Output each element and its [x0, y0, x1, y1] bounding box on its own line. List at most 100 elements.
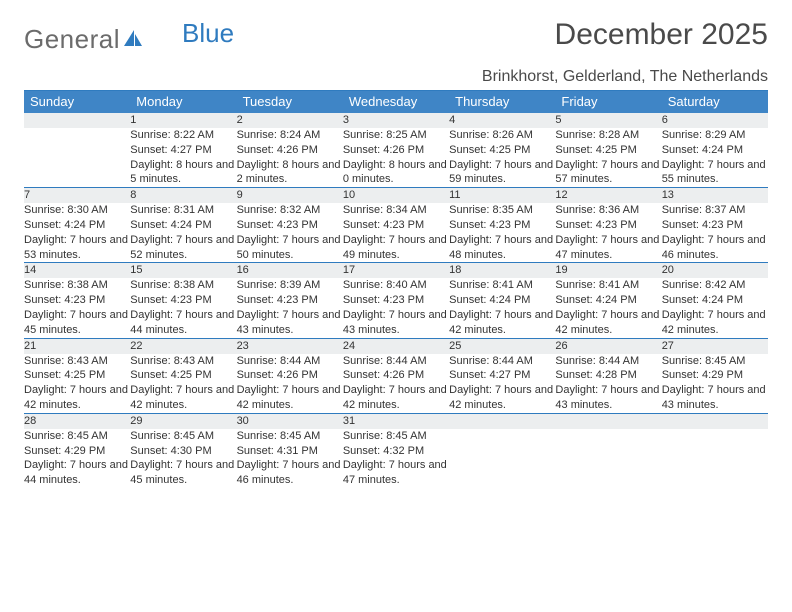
- sunrise-text: Sunrise: 8:44 AM: [237, 354, 343, 369]
- day-cell: Sunrise: 8:43 AMSunset: 4:25 PMDaylight:…: [24, 354, 130, 414]
- day-number: 30: [237, 413, 343, 428]
- sunrise-text: Sunrise: 8:22 AM: [130, 128, 236, 143]
- sunrise-text: Sunrise: 8:42 AM: [662, 278, 768, 293]
- title-block: December 2025 Brinkhorst, Gelderland, Th…: [555, 18, 768, 56]
- day-number: 28: [24, 413, 130, 428]
- day-cell: [449, 429, 555, 488]
- daylight-text: Daylight: 7 hours and 42 minutes.: [237, 383, 343, 413]
- daylight-text: Daylight: 7 hours and 42 minutes.: [555, 308, 661, 338]
- daylight-text: Daylight: 7 hours and 44 minutes.: [130, 308, 236, 338]
- day-number: 13: [662, 188, 768, 203]
- sunrise-text: Sunrise: 8:39 AM: [237, 278, 343, 293]
- day-number: 16: [237, 263, 343, 278]
- sunset-text: Sunset: 4:27 PM: [130, 143, 236, 158]
- weekday-header: Saturday: [662, 90, 768, 113]
- sunset-text: Sunset: 4:24 PM: [555, 293, 661, 308]
- day-cell: [555, 429, 661, 488]
- sunrise-text: Sunrise: 8:32 AM: [237, 203, 343, 218]
- day-cell: Sunrise: 8:40 AMSunset: 4:23 PMDaylight:…: [343, 278, 449, 338]
- day-number: 19: [555, 263, 661, 278]
- day-cell: Sunrise: 8:45 AMSunset: 4:29 PMDaylight:…: [24, 429, 130, 488]
- day-number: 12: [555, 188, 661, 203]
- sunrise-text: Sunrise: 8:29 AM: [662, 128, 768, 143]
- day-cell: Sunrise: 8:38 AMSunset: 4:23 PMDaylight:…: [130, 278, 236, 338]
- sunset-text: Sunset: 4:25 PM: [24, 368, 130, 383]
- day-number: 15: [130, 263, 236, 278]
- sunset-text: Sunset: 4:25 PM: [130, 368, 236, 383]
- sunrise-text: Sunrise: 8:43 AM: [24, 354, 130, 369]
- day-number: 20: [662, 263, 768, 278]
- day-cell: Sunrise: 8:25 AMSunset: 4:26 PMDaylight:…: [343, 128, 449, 188]
- sunset-text: Sunset: 4:30 PM: [130, 444, 236, 459]
- sunrise-text: Sunrise: 8:41 AM: [449, 278, 555, 293]
- sunset-text: Sunset: 4:28 PM: [555, 368, 661, 383]
- daylight-text: Daylight: 7 hours and 42 minutes.: [662, 308, 768, 338]
- daylight-text: Daylight: 7 hours and 43 minutes.: [343, 308, 449, 338]
- weekday-header-row: Sunday Monday Tuesday Wednesday Thursday…: [24, 90, 768, 113]
- logo-text-general: General: [24, 24, 120, 55]
- sunrise-text: Sunrise: 8:44 AM: [343, 354, 449, 369]
- day-number: [449, 413, 555, 428]
- daylight-text: Daylight: 7 hours and 48 minutes.: [449, 233, 555, 263]
- sunrise-text: Sunrise: 8:36 AM: [555, 203, 661, 218]
- daylight-text: Daylight: 7 hours and 43 minutes.: [555, 383, 661, 413]
- day-cell: Sunrise: 8:28 AMSunset: 4:25 PMDaylight:…: [555, 128, 661, 188]
- daylight-text: Daylight: 7 hours and 59 minutes.: [449, 158, 555, 188]
- sunset-text: Sunset: 4:24 PM: [662, 143, 768, 158]
- sunrise-text: Sunrise: 8:38 AM: [24, 278, 130, 293]
- day-cell: Sunrise: 8:44 AMSunset: 4:26 PMDaylight:…: [237, 354, 343, 414]
- sunrise-text: Sunrise: 8:24 AM: [237, 128, 343, 143]
- sunset-text: Sunset: 4:25 PM: [555, 143, 661, 158]
- day-number: 10: [343, 188, 449, 203]
- sunset-text: Sunset: 4:23 PM: [237, 218, 343, 233]
- sunrise-text: Sunrise: 8:45 AM: [662, 354, 768, 369]
- daylight-text: Daylight: 7 hours and 43 minutes.: [237, 308, 343, 338]
- daylight-text: Daylight: 7 hours and 47 minutes.: [343, 458, 449, 488]
- sunset-text: Sunset: 4:27 PM: [449, 368, 555, 383]
- sunset-text: Sunset: 4:26 PM: [343, 143, 449, 158]
- daylight-text: Daylight: 7 hours and 42 minutes.: [24, 383, 130, 413]
- sunrise-text: Sunrise: 8:44 AM: [555, 354, 661, 369]
- day-number: 9: [237, 188, 343, 203]
- day-number: 2: [237, 113, 343, 128]
- day-cell: Sunrise: 8:29 AMSunset: 4:24 PMDaylight:…: [662, 128, 768, 188]
- day-number: 23: [237, 338, 343, 353]
- sunrise-text: Sunrise: 8:25 AM: [343, 128, 449, 143]
- day-number: 29: [130, 413, 236, 428]
- daylight-text: Daylight: 7 hours and 42 minutes.: [449, 383, 555, 413]
- day-number: 17: [343, 263, 449, 278]
- day-number: [24, 113, 130, 128]
- daylight-text: Daylight: 7 hours and 42 minutes.: [343, 383, 449, 413]
- day-number: 26: [555, 338, 661, 353]
- sunset-text: Sunset: 4:24 PM: [449, 293, 555, 308]
- daylight-text: Daylight: 7 hours and 53 minutes.: [24, 233, 130, 263]
- day-cell: Sunrise: 8:41 AMSunset: 4:24 PMDaylight:…: [449, 278, 555, 338]
- day-cell: Sunrise: 8:45 AMSunset: 4:32 PMDaylight:…: [343, 429, 449, 488]
- day-number-row: 78910111213: [24, 188, 768, 203]
- sunset-text: Sunset: 4:23 PM: [130, 293, 236, 308]
- day-cell: Sunrise: 8:44 AMSunset: 4:26 PMDaylight:…: [343, 354, 449, 414]
- day-number-row: 14151617181920: [24, 263, 768, 278]
- sunset-text: Sunset: 4:32 PM: [343, 444, 449, 459]
- weekday-header: Wednesday: [343, 90, 449, 113]
- day-number: 21: [24, 338, 130, 353]
- sunset-text: Sunset: 4:25 PM: [449, 143, 555, 158]
- logo: General Blue: [24, 24, 234, 55]
- day-cell: Sunrise: 8:24 AMSunset: 4:26 PMDaylight:…: [237, 128, 343, 188]
- sunset-text: Sunset: 4:23 PM: [555, 218, 661, 233]
- sunset-text: Sunset: 4:23 PM: [449, 218, 555, 233]
- calendar-body: 123456Sunrise: 8:22 AMSunset: 4:27 PMDay…: [24, 113, 768, 488]
- day-cell: Sunrise: 8:22 AMSunset: 4:27 PMDaylight:…: [130, 128, 236, 188]
- day-data-row: Sunrise: 8:38 AMSunset: 4:23 PMDaylight:…: [24, 278, 768, 338]
- day-data-row: Sunrise: 8:30 AMSunset: 4:24 PMDaylight:…: [24, 203, 768, 263]
- daylight-text: Daylight: 7 hours and 42 minutes.: [130, 383, 236, 413]
- sunset-text: Sunset: 4:24 PM: [662, 293, 768, 308]
- daylight-text: Daylight: 7 hours and 42 minutes.: [449, 308, 555, 338]
- sunset-text: Sunset: 4:26 PM: [343, 368, 449, 383]
- weekday-header: Sunday: [24, 90, 130, 113]
- weekday-header: Friday: [555, 90, 661, 113]
- page-title: December 2025: [555, 18, 768, 52]
- day-cell: Sunrise: 8:35 AMSunset: 4:23 PMDaylight:…: [449, 203, 555, 263]
- day-number: 7: [24, 188, 130, 203]
- day-cell: Sunrise: 8:42 AMSunset: 4:24 PMDaylight:…: [662, 278, 768, 338]
